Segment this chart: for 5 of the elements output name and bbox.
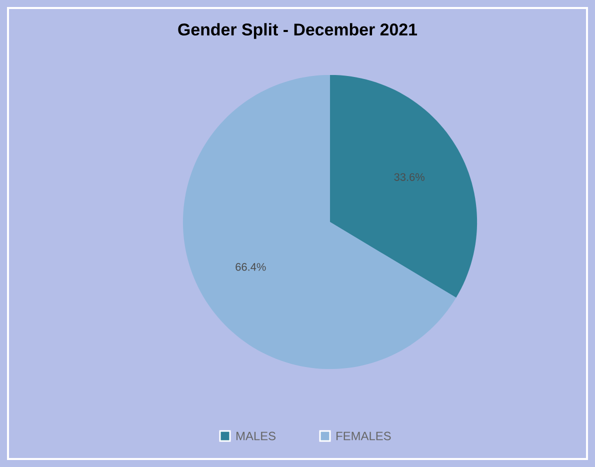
chart-title: Gender Split - December 2021 [178, 23, 418, 39]
legend-label: FEMALES [336, 432, 391, 440]
legend-label: MALES [236, 432, 276, 440]
data-label: 33.6% [394, 173, 424, 181]
data-label: 66.4% [236, 263, 266, 271]
